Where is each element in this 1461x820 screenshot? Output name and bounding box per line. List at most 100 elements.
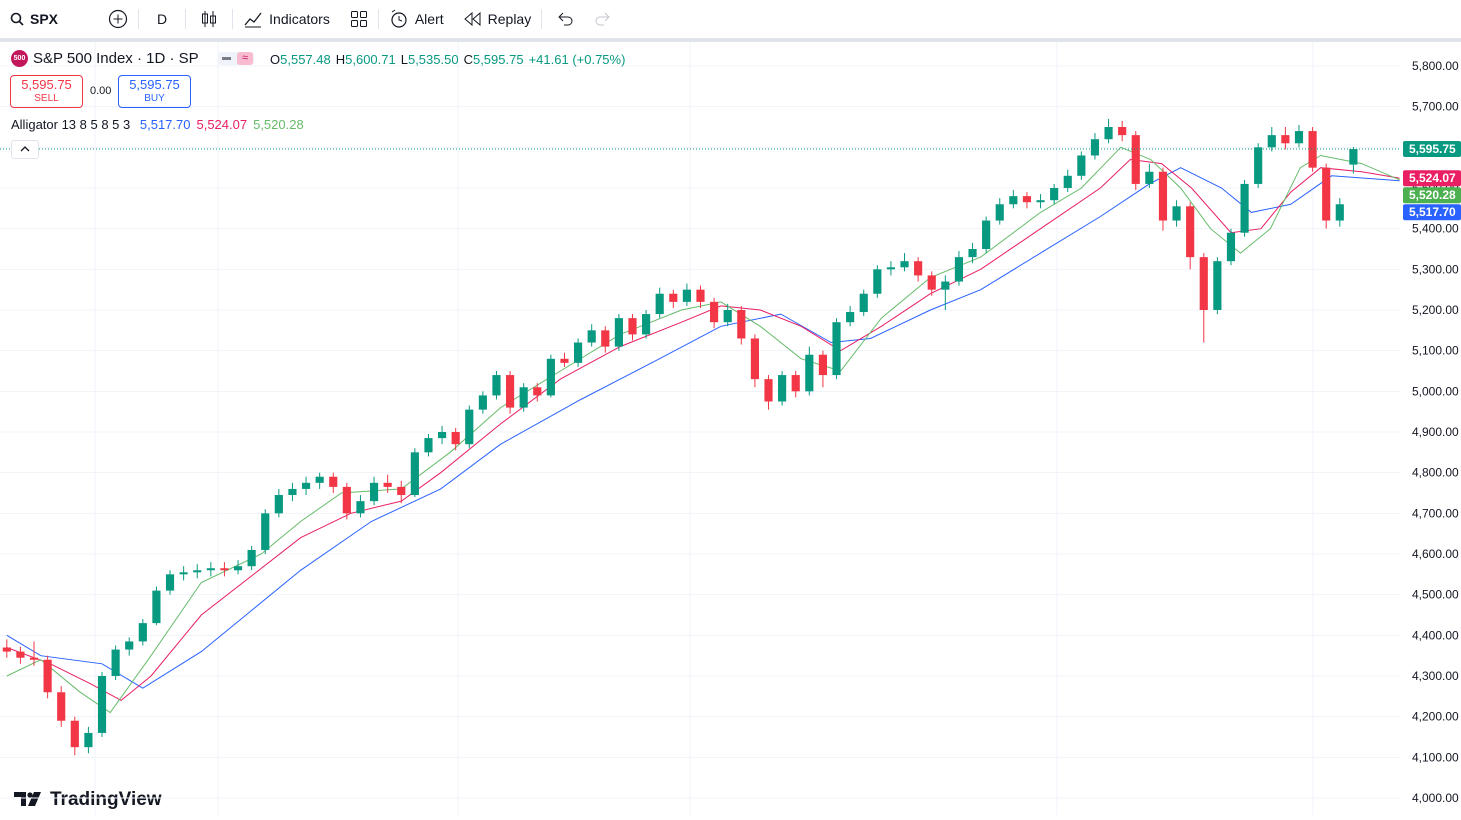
candle-body — [383, 482, 392, 487]
candle-body — [437, 432, 447, 439]
candle-icon — [202, 11, 217, 27]
candle-body — [57, 692, 66, 721]
y-tick-label: 5,000.00 — [1412, 384, 1459, 398]
candle-body — [574, 342, 583, 363]
separator — [232, 9, 234, 29]
candle-body — [900, 261, 909, 268]
candle-body — [342, 486, 351, 514]
candle-body — [628, 318, 637, 335]
candle-body — [914, 261, 923, 276]
candle-body — [465, 409, 474, 445]
candle-body — [791, 375, 800, 392]
buy-button[interactable]: 5,595.75 BUY — [118, 75, 191, 108]
candle-body — [84, 732, 93, 748]
time-grid — [94, 42, 1314, 815]
indicator-line — [6, 167, 1400, 689]
replay-label: Replay — [487, 11, 532, 27]
logo-mark — [27, 792, 33, 798]
ohlc-key: C — [463, 52, 473, 67]
candle-body — [152, 590, 161, 624]
redo-button[interactable] — [588, 0, 618, 38]
candle-body — [764, 379, 773, 402]
candle-body — [1281, 135, 1290, 144]
status-pill[interactable]: ≈ — [218, 52, 254, 65]
candle-body — [1226, 232, 1236, 262]
plus-icon — [108, 9, 128, 29]
ohlc-key: H — [335, 52, 346, 67]
candle-body — [1104, 127, 1113, 140]
candle-body — [696, 289, 705, 302]
candle-body — [179, 572, 188, 575]
alert-icon — [391, 9, 407, 28]
candle-body — [424, 438, 433, 453]
candle-body — [410, 452, 419, 496]
symbol-search[interactable]: SPX — [0, 0, 68, 38]
chart-type-button[interactable] — [186, 0, 232, 38]
candle-body — [818, 354, 827, 376]
alert-button[interactable]: Alert — [379, 0, 454, 38]
y-tick-label: 4,000.00 — [1412, 791, 1459, 805]
sell-button[interactable]: 5,595.75 SELL — [10, 75, 83, 108]
candle-body — [982, 220, 991, 249]
candle-body — [1009, 196, 1018, 205]
candle-body — [247, 549, 256, 567]
price-tag-label: 5,524.07 — [1409, 171, 1456, 185]
y-tick-label: 4,500.00 — [1412, 588, 1459, 602]
candle-body — [832, 322, 841, 376]
candle-body — [642, 314, 651, 335]
candle-body — [138, 623, 147, 642]
y-tick-label: 4,700.00 — [1412, 506, 1459, 520]
y-tick-label: 5,700.00 — [1412, 100, 1459, 114]
candle-body — [533, 387, 542, 396]
candle-body — [492, 375, 501, 396]
candle-body — [778, 375, 787, 402]
chart: TradingView 4,000.00 4,100.00 4,200.00 4,30… — [0, 42, 1461, 815]
candle-body — [111, 649, 120, 676]
spread: 0.00 — [90, 85, 112, 97]
candle-body — [1118, 127, 1127, 136]
candle-body — [1254, 147, 1263, 184]
y-tick-label: 4,800.00 — [1412, 466, 1459, 480]
candle-body — [274, 495, 283, 514]
collapse-button[interactable] — [11, 140, 39, 159]
candle-body — [1267, 135, 1276, 148]
candle-body — [1294, 131, 1304, 144]
candle-body — [261, 513, 270, 550]
replay-button[interactable]: Replay — [454, 0, 542, 38]
price-tag-label: 5,517.70 — [1409, 205, 1456, 219]
price-tag — [1403, 170, 1461, 187]
separator — [138, 9, 140, 29]
indicator-name: Alligator 13 8 5 8 5 3 — [11, 117, 131, 132]
compare-button[interactable] — [68, 0, 138, 38]
candle-body — [723, 310, 732, 323]
indicator-value: 5,524.07 — [196, 117, 248, 132]
candle-body — [1063, 175, 1072, 188]
candle-body — [587, 330, 596, 343]
candle-body — [546, 358, 555, 396]
indicator-line — [6, 146, 1400, 714]
interval-button[interactable]: D — [139, 0, 185, 38]
indicators-icon — [244, 12, 262, 28]
candle-body — [737, 310, 746, 339]
toolbar: SPX D Indicators Alert Replay — [0, 0, 1461, 42]
price-tag-label: 5,595.75 — [1409, 142, 1456, 156]
indicators-button[interactable]: Indicators — [233, 0, 340, 38]
layout-button[interactable] — [340, 0, 378, 38]
candle-body — [601, 330, 610, 347]
candle-body — [16, 651, 25, 658]
y-tick-label: 5,800.00 — [1412, 59, 1459, 73]
chevron-icon — [20, 146, 30, 152]
buy-label: BUY — [144, 93, 165, 104]
price-tag — [1403, 204, 1461, 221]
y-tick-label: 4,400.00 — [1412, 628, 1459, 642]
ohlc-value: 5,595.75 — [472, 52, 524, 67]
symbol: SPX — [30, 11, 59, 27]
undo-button[interactable] — [542, 0, 588, 38]
candle-body — [859, 293, 868, 313]
candle-body — [614, 318, 623, 347]
candle-body — [220, 568, 229, 571]
redo-icon — [595, 12, 610, 26]
logo-text: TradingView — [50, 789, 162, 810]
candle-body — [206, 568, 215, 571]
